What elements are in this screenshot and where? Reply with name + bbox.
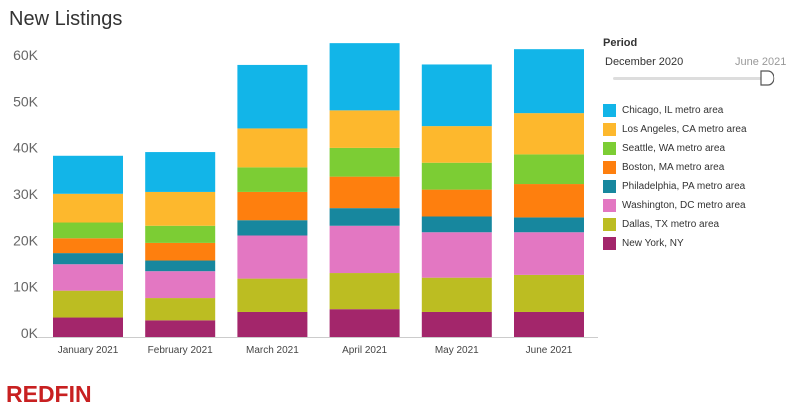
legend-item[interactable]: Dallas, TX metro area: [603, 215, 747, 234]
bar-segment[interactable]: [329, 43, 400, 111]
bar-segment[interactable]: [514, 154, 584, 185]
legend-swatch: [603, 237, 616, 250]
bar-segment[interactable]: [329, 225, 400, 274]
x-tick-label: January 2021: [58, 345, 119, 356]
bar-segment[interactable]: [145, 225, 216, 243]
legend-item[interactable]: Chicago, IL metro area: [603, 101, 747, 120]
legend-swatch: [603, 199, 616, 212]
bar-segment[interactable]: [145, 242, 216, 261]
stacked-bar-chart: 0K 10K 20K 30K 40K 50K 60K January 2021 Februar…: [13, 43, 598, 356]
bar-segment[interactable]: [514, 232, 584, 275]
bar-segment[interactable]: [53, 264, 123, 291]
legend-label: Philadelphia, PA metro area: [622, 181, 746, 192]
bar-segment[interactable]: [514, 113, 584, 155]
legend-item[interactable]: Los Angeles, CA metro area: [603, 120, 747, 139]
bar-segment[interactable]: [145, 298, 216, 321]
bar-segment[interactable]: [53, 155, 123, 194]
y-axis: 0K 10K 20K 30K 40K 50K 60K: [13, 47, 39, 341]
legend-item[interactable]: Philadelphia, PA metro area: [603, 177, 747, 196]
bar-segment[interactable]: [53, 253, 123, 265]
bar-segment[interactable]: [421, 64, 492, 127]
bar-segment[interactable]: [145, 271, 216, 299]
bar-segment[interactable]: [237, 191, 308, 221]
bar-segment[interactable]: [421, 189, 492, 217]
x-tick-label: March 2021: [246, 345, 299, 356]
legend-item[interactable]: Seattle, WA metro area: [603, 139, 747, 158]
bar-segment[interactable]: [237, 128, 308, 168]
bar-segment[interactable]: [53, 238, 123, 254]
x-axis: January 2021 February 2021 March 2021 April…: [58, 345, 573, 356]
bar-segment[interactable]: [53, 317, 123, 337]
x-tick-label: May 2021: [435, 345, 479, 356]
bar-segment[interactable]: [421, 216, 492, 233]
redfin-logo-text: REDFIN: [6, 381, 92, 407]
bar-segment[interactable]: [237, 64, 308, 129]
bar-segment[interactable]: [145, 260, 216, 272]
y-tick-label: 60K: [13, 47, 39, 63]
period-slider-handle[interactable]: [760, 70, 774, 86]
bar-segment[interactable]: [237, 220, 308, 236]
legend-swatch: [603, 104, 616, 117]
redfin-logo: REDFIN: [6, 381, 92, 407]
y-tick-label: 30K: [13, 186, 39, 202]
bar-segment[interactable]: [329, 147, 400, 177]
x-tick-label: June 2021: [526, 345, 573, 356]
bar-segment[interactable]: [421, 232, 492, 278]
bar-segment[interactable]: [53, 290, 123, 318]
y-tick-label: 0K: [21, 325, 39, 341]
x-tick-label: April 2021: [342, 345, 387, 356]
period-end-label: June 2021: [735, 56, 787, 68]
y-tick-label: 40K: [13, 140, 39, 156]
y-tick-label: 20K: [13, 232, 39, 248]
period-title: Period: [603, 37, 638, 49]
period-start-label: December 2020: [605, 56, 684, 68]
bar-segment[interactable]: [514, 217, 584, 233]
bar-segment[interactable]: [53, 222, 123, 239]
bar-segment[interactable]: [421, 277, 492, 312]
y-tick-label: 50K: [13, 93, 39, 109]
bar-segment[interactable]: [421, 126, 492, 163]
bar-segment[interactable]: [329, 176, 400, 209]
bars: [53, 43, 584, 337]
bar-segment[interactable]: [329, 110, 400, 148]
legend-swatch: [603, 161, 616, 174]
legend-label: Los Angeles, CA metro area: [622, 124, 747, 135]
x-tick-label: February 2021: [148, 345, 213, 356]
bar-segment[interactable]: [145, 191, 216, 226]
bar-segment[interactable]: [145, 320, 216, 337]
bar-segment[interactable]: [329, 273, 400, 310]
bar-segment[interactable]: [421, 311, 492, 337]
period-slider-track[interactable]: [613, 77, 775, 80]
bar-segment[interactable]: [237, 311, 308, 337]
legend-swatch: [603, 142, 616, 155]
legend: Chicago, IL metro area Los Angeles, CA me…: [603, 101, 747, 253]
bar-segment[interactable]: [514, 274, 584, 312]
legend-swatch: [603, 218, 616, 231]
legend-item[interactable]: Boston, MA metro area: [603, 158, 747, 177]
y-tick-label: 10K: [13, 279, 39, 295]
bar-segment[interactable]: [53, 193, 123, 223]
legend-label: Boston, MA metro area: [622, 162, 725, 173]
legend-item[interactable]: New York, NY: [603, 234, 747, 253]
bar-segment[interactable]: [237, 278, 308, 312]
legend-label: Washington, DC metro area: [622, 200, 746, 211]
legend-label: Dallas, TX metro area: [622, 219, 720, 230]
legend-label: Chicago, IL metro area: [622, 105, 724, 116]
bar-segment[interactable]: [329, 208, 400, 226]
legend-swatch: [603, 123, 616, 136]
bar-segment[interactable]: [145, 152, 216, 192]
bar-segment[interactable]: [514, 311, 584, 337]
bar-segment[interactable]: [237, 235, 308, 279]
legend-item[interactable]: Washington, DC metro area: [603, 196, 747, 215]
legend-label: New York, NY: [622, 238, 684, 249]
bar-segment[interactable]: [514, 184, 584, 218]
legend-swatch: [603, 180, 616, 193]
legend-label: Seattle, WA metro area: [622, 143, 726, 154]
bar-segment[interactable]: [514, 49, 584, 114]
bar-segment[interactable]: [421, 162, 492, 190]
chart-title: New Listings: [9, 8, 123, 30]
bar-segment[interactable]: [237, 167, 308, 192]
bar-segment[interactable]: [329, 309, 400, 337]
